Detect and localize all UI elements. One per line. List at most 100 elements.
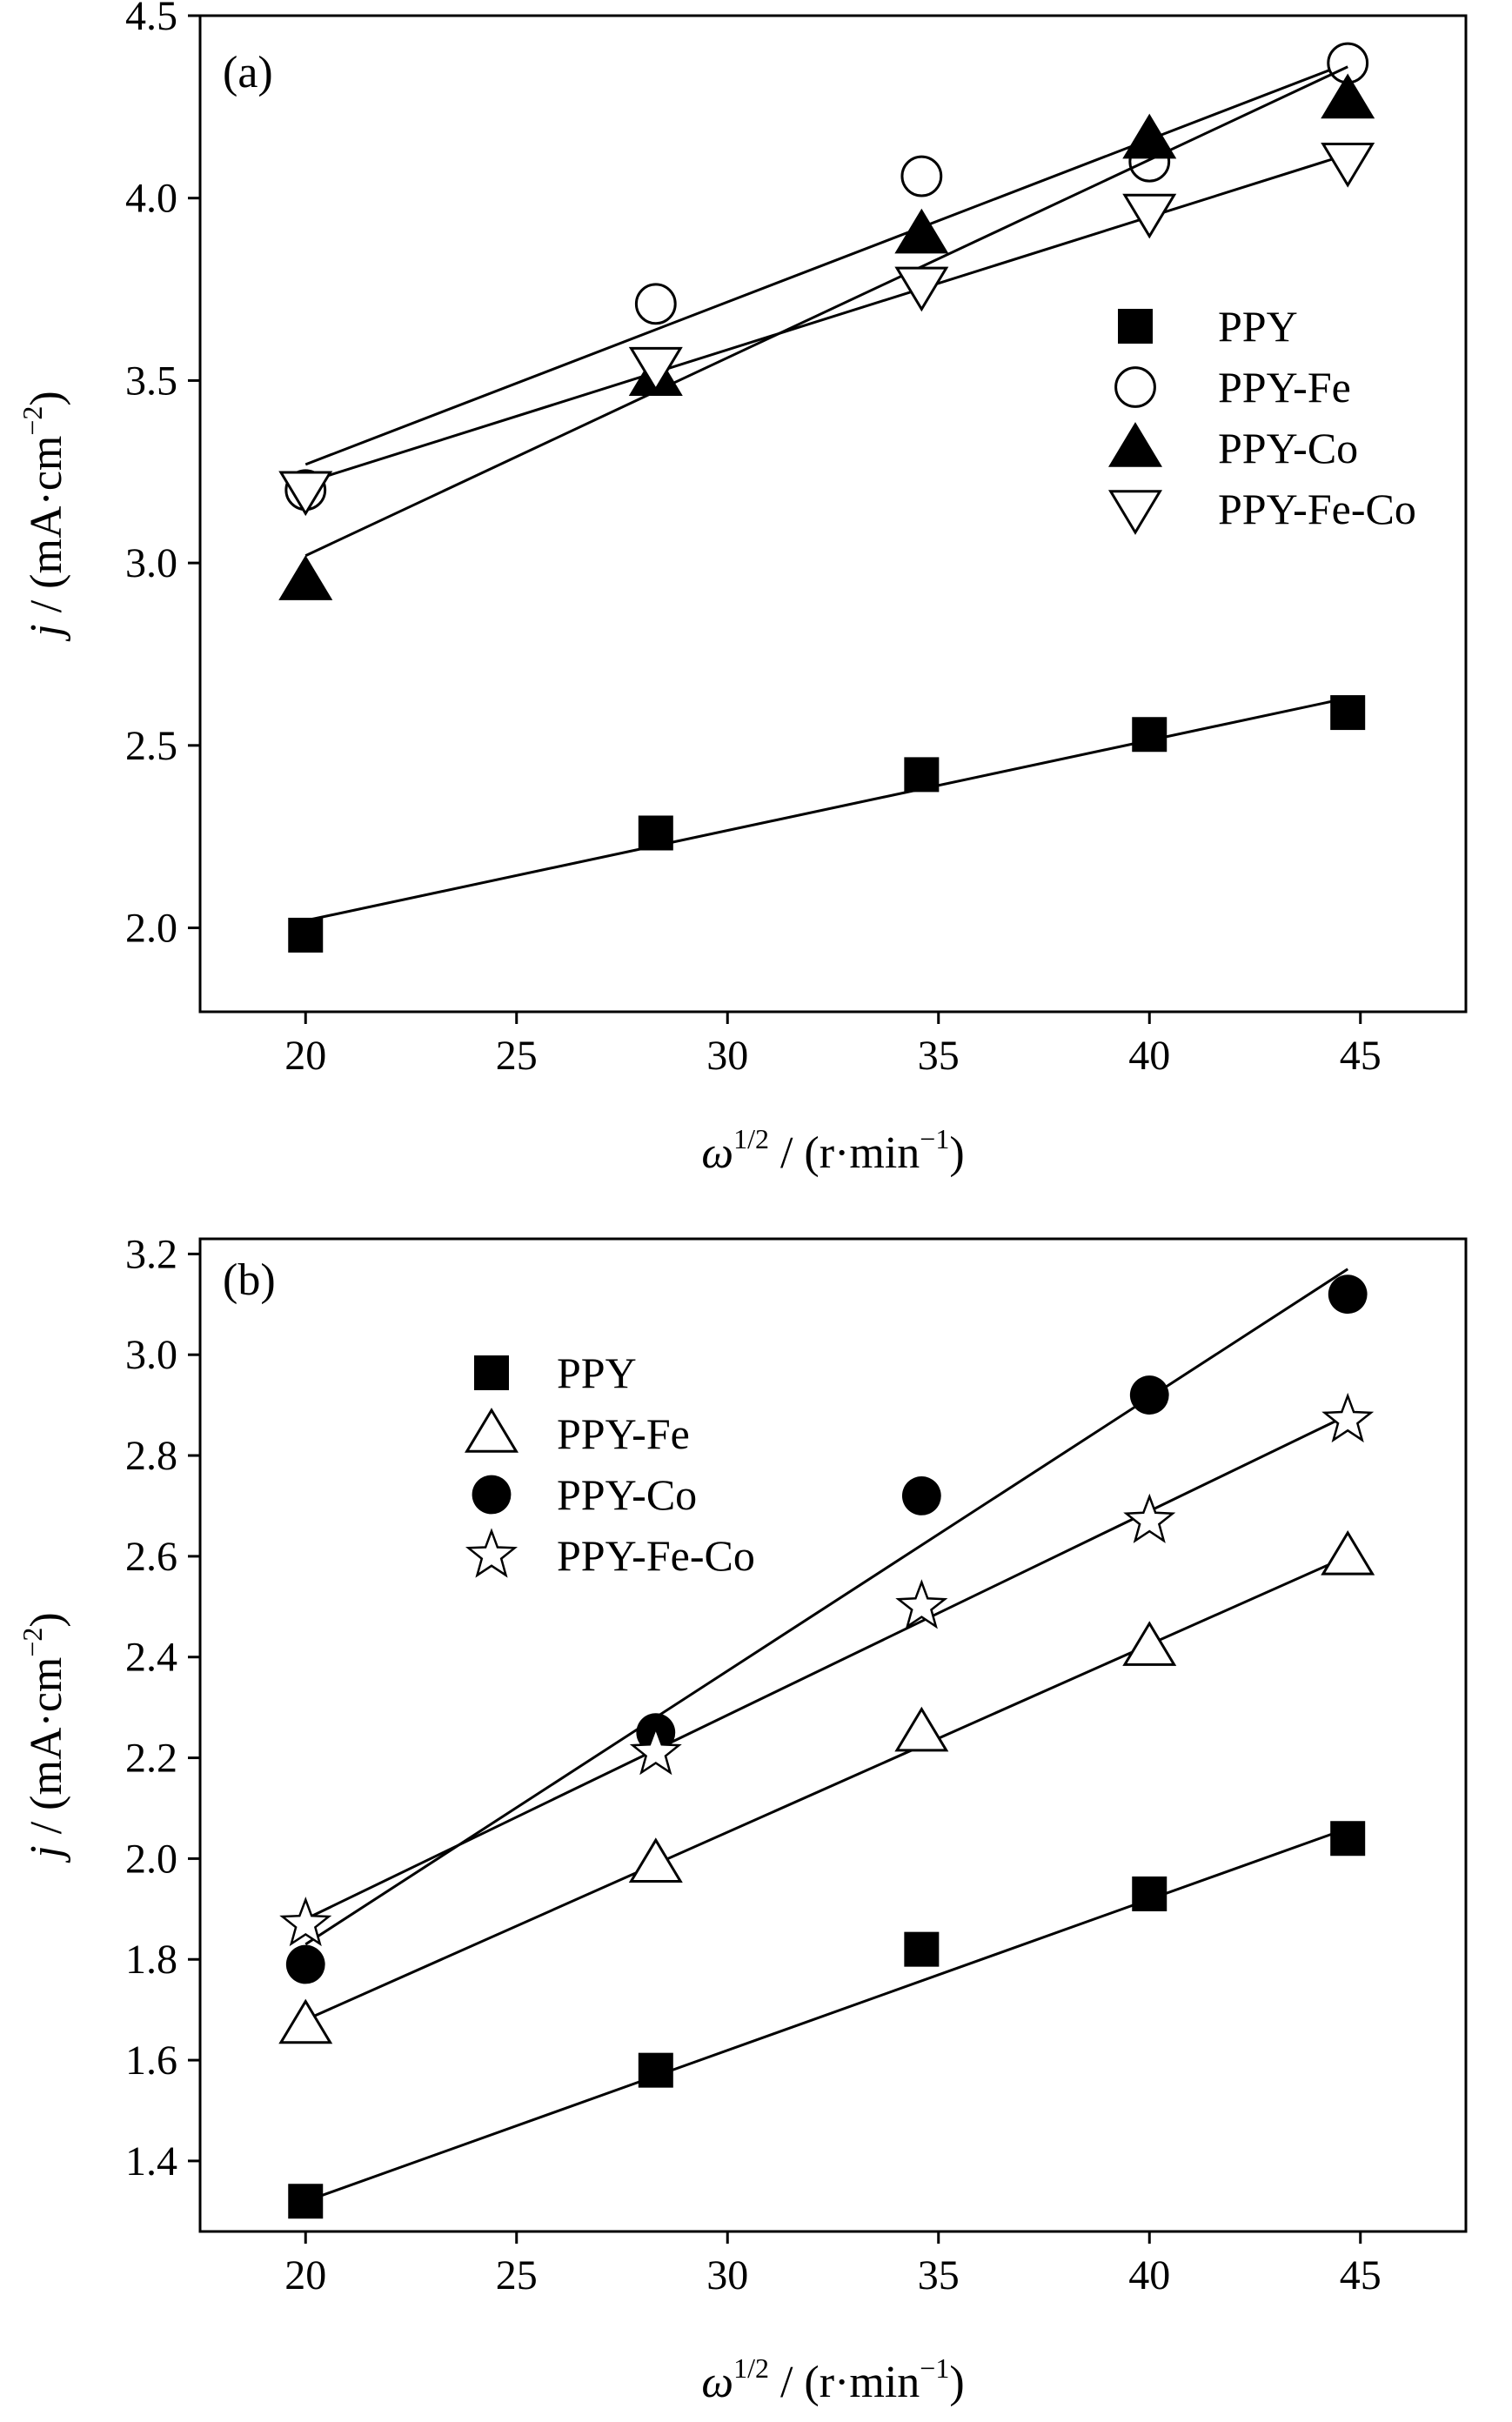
- data-point: [278, 1998, 333, 2044]
- legend-marker: [465, 1528, 518, 1578]
- series-ppy-co: [278, 65, 1375, 600]
- y-tick-label: 2.6: [125, 1534, 177, 1580]
- legend-label: PPY: [1218, 302, 1298, 351]
- axis-title-part: j: [22, 624, 71, 641]
- x-tick-label: 20: [284, 1033, 326, 1079]
- legend: PPY PPY-Fe PPY-Co PPY-Fe-Co: [465, 1348, 755, 1580]
- axis-title-part: ω: [701, 1128, 733, 1178]
- y-axis-title: j / (mA·cm−2): [17, 391, 71, 641]
- x-tick-label: 40: [1128, 2252, 1170, 2298]
- fit-line: [304, 1414, 1348, 1921]
- axis-title-part: 1/2: [733, 2352, 769, 2384]
- y-axis-title: j / (mA·cm−2): [17, 1612, 71, 1863]
- data-point: [1321, 1392, 1375, 1443]
- x-axis-title: ω1/2 / (r·min−1): [701, 2352, 964, 2407]
- data-point: [1122, 1621, 1177, 1666]
- data-point: [894, 1706, 949, 1752]
- fit-line: [304, 696, 1348, 922]
- data-point: [1122, 193, 1177, 239]
- legend-label: PPY-Co: [557, 1470, 697, 1519]
- fit-line: [304, 1827, 1348, 2203]
- axis-title-part: / (r·min: [769, 1128, 920, 1178]
- data-point: [1123, 1493, 1176, 1543]
- y-tick-label: 2.0: [125, 906, 177, 952]
- series-ppy: [288, 695, 1366, 953]
- panel-label: (b): [223, 1255, 276, 1305]
- axis-title-part: −2: [17, 1628, 48, 1657]
- data-point: [901, 1475, 941, 1515]
- y-tick-label: 4.0: [125, 176, 177, 222]
- x-tick-label: 25: [496, 2252, 538, 2298]
- axis-title-part: ω: [701, 2358, 733, 2407]
- fit-line: [304, 65, 1348, 558]
- legend-marker: [472, 1475, 512, 1515]
- legend-label: PPY-Fe: [557, 1409, 690, 1458]
- data-point: [278, 555, 333, 600]
- data-point: [894, 208, 949, 254]
- data-point: [1321, 143, 1375, 188]
- y-tick-label: 3.2: [125, 1231, 177, 1277]
- data-point: [629, 1725, 682, 1776]
- data-point: [279, 1897, 332, 1947]
- legend-label: PPY-Fe-Co: [1218, 485, 1416, 533]
- data-point: [900, 155, 943, 197]
- axis-title-part: ): [949, 1128, 964, 1178]
- legend-marker: [465, 1408, 518, 1453]
- x-axis-title: ω1/2 / (r·min−1): [701, 1123, 964, 1178]
- data-point: [628, 1837, 683, 1883]
- legend-label: PPY-Fe-Co: [557, 1531, 755, 1580]
- series-ppy-fe: [284, 42, 1369, 512]
- x-tick-label: 25: [496, 1033, 538, 1079]
- plot-frame: [198, 14, 1468, 1014]
- x-tick-label: 35: [918, 2252, 960, 2298]
- y-tick-label: 2.5: [125, 723, 177, 769]
- axis-title-part: −1: [920, 2352, 949, 2384]
- y-tick-label: 3.0: [125, 540, 177, 586]
- axis-title-part: ): [22, 391, 71, 405]
- legend-marker: [1118, 309, 1153, 344]
- y-tick-label: 2.0: [125, 1836, 177, 1882]
- fit-line: [304, 1555, 1348, 2022]
- panel-b: 20 25 30 35 40 45 1.4 1.6 1.8 2.0 2.2 2.4 2.6 2.8 3.0 3…: [17, 1231, 1468, 2407]
- x-tick-label: 35: [918, 1033, 960, 1079]
- axis-title-part: 1/2: [733, 1123, 769, 1154]
- data-point: [1129, 1375, 1169, 1415]
- data-point: [288, 2184, 324, 2219]
- legend-marker: [1108, 490, 1162, 535]
- data-point: [904, 1931, 940, 1967]
- y-tick-label: 2.2: [125, 1736, 177, 1782]
- axis-title-part: j: [22, 1845, 71, 1863]
- axis-title-part: −2: [17, 406, 48, 436]
- data-point: [1321, 73, 1375, 119]
- y-tick-label: 2.8: [125, 1433, 177, 1479]
- data-point: [894, 266, 949, 312]
- y-tick-label: 1.4: [125, 2138, 177, 2184]
- legend-label: PPY-Fe: [1218, 363, 1351, 411]
- y-tick-label: 3.0: [125, 1332, 177, 1378]
- data-point: [1330, 1821, 1366, 1857]
- y-tick-label: 1.6: [125, 2037, 177, 2084]
- axis-title-part: ): [949, 2358, 964, 2407]
- y-tick-label: 3.5: [125, 358, 177, 404]
- axis-title-part: / (mA·cm: [22, 1657, 71, 1846]
- series-ppy-co: [285, 1268, 1368, 1984]
- legend-marker: [1108, 422, 1162, 467]
- legend-label: PPY: [557, 1348, 637, 1397]
- series-ppy-fe-co: [278, 143, 1375, 517]
- fit-line: [304, 62, 1348, 466]
- data-point: [285, 1944, 325, 1984]
- y-tick-label: 4.5: [125, 0, 177, 39]
- plot-frame: [198, 1237, 1468, 2233]
- data-point: [1132, 1876, 1167, 1911]
- panel-a: 20 25 30 35 40 45 2.0 2.5 3.0 3.5 4.0 4.5 ω1/2 / (r·…: [17, 0, 1468, 1178]
- data-point: [278, 471, 333, 517]
- legend-label: PPY-Co: [1218, 424, 1358, 472]
- data-point: [288, 917, 324, 953]
- x-tick-label: 20: [284, 2252, 326, 2298]
- series-ppy: [288, 1821, 1366, 2219]
- series-ppy-fe-co: [279, 1392, 1375, 1947]
- axis-title-part: / (r·min: [769, 2358, 920, 2407]
- y-tick-label: 1.8: [125, 1937, 177, 1983]
